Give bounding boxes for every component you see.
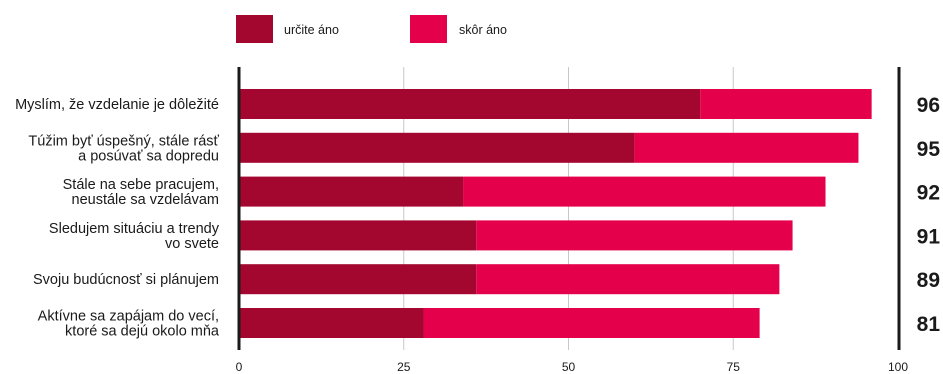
total-label: 81 <box>917 313 941 336</box>
total-label: 91 <box>917 225 941 248</box>
legend-label: určite áno <box>284 23 339 37</box>
bars <box>239 89 872 338</box>
category-label-line: vo svete <box>165 236 219 252</box>
x-tick-label: 25 <box>397 360 411 374</box>
legend-swatch <box>236 15 273 43</box>
bar-urcite-ano <box>239 264 477 295</box>
bar-urcite-ano <box>239 308 424 338</box>
legend: určite áno skôr áno <box>236 15 507 43</box>
category-label: Aktívne sa zapájam do vecí, ktoré sa dejú… <box>38 309 220 340</box>
bar-urcite-ano <box>239 176 464 207</box>
category-label-line: neustále sa vzdelávam <box>72 192 220 208</box>
bar-skor-ano <box>634 132 859 163</box>
category-label: Stále na sebe pracujem, neustále sa vzdel… <box>63 177 219 208</box>
category-label-line: ktoré sa dejú okolo mňa <box>65 324 220 340</box>
x-tick-label: 100 <box>888 360 908 374</box>
total-label: 95 <box>917 138 941 161</box>
x-tick-label: 75 <box>727 360 741 374</box>
category-label-line: Sledujem situáciu a trendy <box>49 221 220 237</box>
bar-skor-ano <box>423 308 760 338</box>
legend-label: skôr áno <box>459 23 507 37</box>
category-label: Sledujem situáciu a trendy vo svete <box>49 221 220 252</box>
total-labels: 96 95 92 91 89 81 <box>917 94 941 336</box>
bar-skor-ano <box>476 220 793 251</box>
bar-urcite-ano <box>239 132 635 163</box>
x-tick-labels: 0 25 50 75 100 <box>236 360 909 374</box>
category-label: Túžim byť úspešný, stále rásť a posúvať s… <box>28 133 219 164</box>
category-label-line: Aktívne sa zapájam do vecí, <box>38 309 219 325</box>
category-label-line: a posúvať sa dopredu <box>78 148 219 164</box>
bar-skor-ano <box>700 89 872 119</box>
category-labels: Myslím, že vzdelanie je dôležité Túžim by… <box>15 97 220 340</box>
total-label: 96 <box>917 94 940 117</box>
x-tick-label: 50 <box>562 360 576 374</box>
x-tick-label: 0 <box>236 360 243 374</box>
axes <box>237 67 901 350</box>
bar-skor-ano <box>463 176 826 207</box>
bar-urcite-ano <box>239 89 701 119</box>
category-label-line: Svoju budúcnosť si plánujem <box>33 272 219 288</box>
category-label-line: Stále na sebe pracujem, <box>63 177 219 193</box>
category-label: Svoju budúcnosť si plánujem <box>33 272 219 288</box>
bar-skor-ano <box>476 264 780 295</box>
category-label: Myslím, že vzdelanie je dôležité <box>15 97 219 113</box>
bar-urcite-ano <box>239 220 477 251</box>
total-label: 89 <box>917 269 940 292</box>
category-label-line: Túžim byť úspešný, stále rásť <box>28 133 219 149</box>
total-label: 92 <box>917 182 940 205</box>
legend-swatch <box>410 15 447 43</box>
category-label-line: Myslím, že vzdelanie je dôležité <box>15 97 219 113</box>
